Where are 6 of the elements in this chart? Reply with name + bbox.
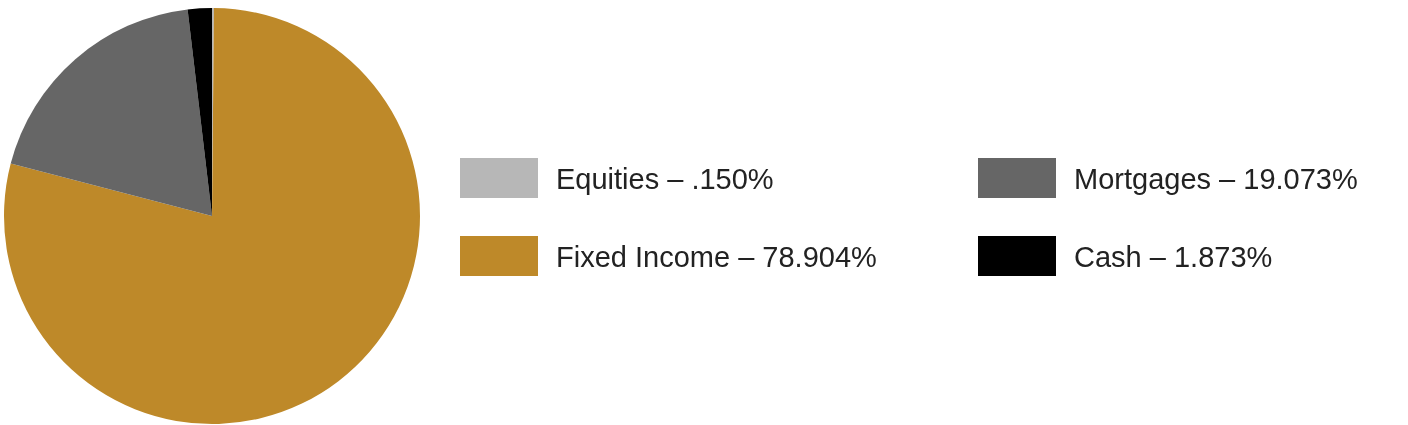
pie-slice <box>10 9 212 216</box>
legend-label: Cash – 1.873% <box>1074 241 1273 273</box>
legend-label: Equities – .150% <box>556 163 774 195</box>
legend-label: Mortgages – 19.073% <box>1074 163 1358 195</box>
pie-slice <box>4 8 420 424</box>
legend-label: Fixed Income – 78.904% <box>556 241 877 273</box>
